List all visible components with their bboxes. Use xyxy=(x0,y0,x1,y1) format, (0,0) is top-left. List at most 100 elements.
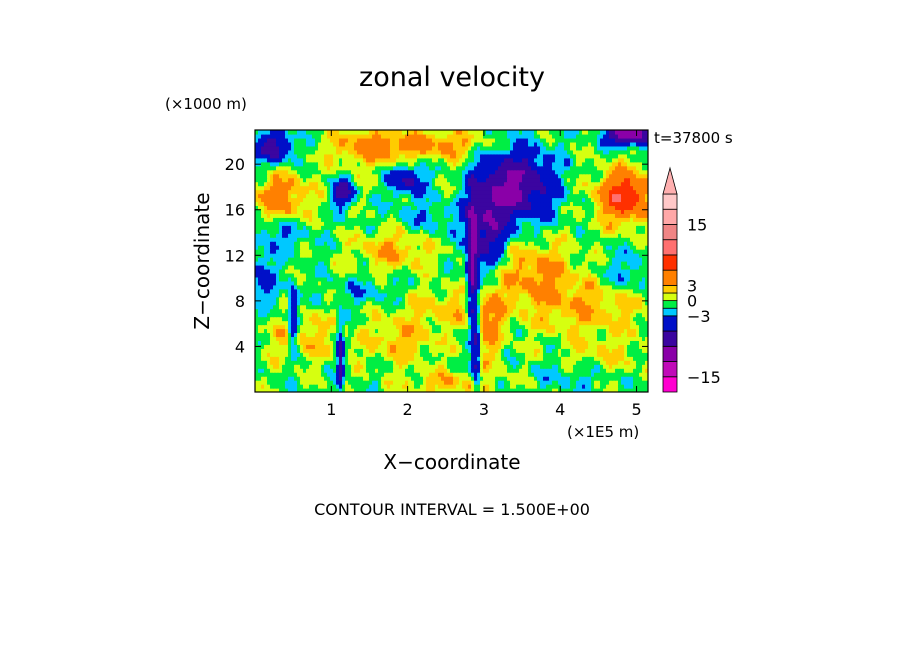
heatmap-cell xyxy=(474,348,478,353)
heatmap-cell xyxy=(471,257,475,262)
heatmap-cell xyxy=(585,241,589,246)
heatmap-cell xyxy=(582,336,586,341)
heatmap-cell xyxy=(309,304,313,310)
heatmap-cell xyxy=(486,249,490,254)
heatmap-cell xyxy=(591,368,595,373)
heatmap-cell xyxy=(399,328,403,334)
heatmap-cell xyxy=(522,376,526,381)
heatmap-cell xyxy=(483,304,487,310)
heatmap-cell xyxy=(378,332,382,338)
heatmap-cell xyxy=(357,360,361,365)
heatmap-cell xyxy=(582,348,586,353)
heatmap-cell xyxy=(606,388,610,392)
heatmap-cell xyxy=(618,332,622,338)
heatmap-cell xyxy=(561,261,565,266)
heatmap-cell xyxy=(585,344,589,349)
heatmap-cell xyxy=(597,272,601,278)
heatmap-cell xyxy=(621,264,625,270)
heatmap-cell xyxy=(471,348,475,353)
heatmap-cell xyxy=(360,376,364,381)
heatmap-cell xyxy=(348,257,352,262)
heatmap-cell xyxy=(279,320,283,326)
heatmap-cell xyxy=(630,264,634,270)
heatmap-cell xyxy=(504,249,508,254)
heatmap-cell xyxy=(507,348,511,353)
heatmap-cell xyxy=(309,268,313,274)
heatmap-cell xyxy=(261,237,265,242)
heatmap-cell xyxy=(489,308,493,314)
heatmap-cell xyxy=(540,241,544,246)
heatmap-cell xyxy=(528,268,532,274)
heatmap-cell xyxy=(321,364,325,369)
heatmap-cell xyxy=(261,376,265,381)
heatmap-cell xyxy=(633,364,637,369)
heatmap-cell xyxy=(507,344,511,349)
heatmap-cell xyxy=(549,312,553,318)
heatmap-cell xyxy=(561,356,565,361)
heatmap-cell xyxy=(438,292,442,298)
heatmap-cell xyxy=(450,316,454,322)
heatmap-cell xyxy=(351,257,355,262)
heatmap-cell xyxy=(420,276,424,282)
heatmap-cell xyxy=(519,360,523,365)
heatmap-cell xyxy=(297,344,301,349)
heatmap-cell xyxy=(555,304,559,310)
heatmap-cell xyxy=(387,364,391,369)
heatmap-cell xyxy=(501,328,505,334)
heatmap-cell xyxy=(375,257,379,262)
heatmap-cell xyxy=(342,312,346,318)
heatmap-cell xyxy=(312,348,316,353)
heatmap-cell xyxy=(336,249,340,254)
heatmap-cell xyxy=(396,372,400,377)
heatmap-cell xyxy=(360,348,364,353)
heatmap-cell xyxy=(525,340,529,345)
heatmap-cell xyxy=(570,336,574,341)
heatmap-cell xyxy=(597,296,601,302)
heatmap-cell xyxy=(645,336,648,341)
heatmap-cell xyxy=(435,245,439,250)
heatmap-cell xyxy=(468,308,472,314)
heatmap-cell xyxy=(357,261,361,266)
heatmap-cell xyxy=(513,276,517,282)
heatmap-cell xyxy=(495,320,499,326)
heatmap-cell xyxy=(519,292,523,298)
heatmap-cell xyxy=(402,241,406,246)
heatmap-cell xyxy=(357,380,361,385)
heatmap-cell xyxy=(306,276,310,282)
heatmap-cell xyxy=(396,348,400,353)
heatmap-cell xyxy=(432,320,436,326)
heatmap-cell xyxy=(405,280,409,286)
heatmap-cell xyxy=(363,368,367,373)
heatmap-cell xyxy=(315,268,319,274)
heatmap-cell xyxy=(405,352,409,357)
heatmap-cell xyxy=(333,268,337,274)
heatmap-cell xyxy=(399,356,403,361)
heatmap-cell xyxy=(432,324,436,330)
heatmap-cell xyxy=(318,272,322,278)
heatmap-cell xyxy=(318,264,322,270)
heatmap-cell xyxy=(582,356,586,361)
heatmap-cell xyxy=(606,284,610,290)
heatmap-cell xyxy=(297,264,301,270)
heatmap-cell xyxy=(303,292,307,298)
heatmap-cell xyxy=(297,261,301,266)
heatmap-cell xyxy=(450,324,454,330)
heatmap-cell xyxy=(291,368,295,373)
heatmap-cell xyxy=(282,288,286,294)
heatmap-cell xyxy=(387,284,391,290)
heatmap-cell xyxy=(351,280,355,286)
heatmap-cell xyxy=(330,376,334,381)
heatmap-cell xyxy=(507,380,511,385)
heatmap-cell xyxy=(279,284,283,290)
heatmap-cell xyxy=(447,336,451,341)
heatmap-cell xyxy=(468,332,472,338)
heatmap-cell xyxy=(471,316,475,322)
heatmap-cell xyxy=(594,316,598,322)
heatmap-cell xyxy=(582,300,586,306)
heatmap-cell xyxy=(519,304,523,310)
heatmap-cell xyxy=(513,257,517,262)
heatmap-cell xyxy=(366,336,370,341)
heatmap-cell xyxy=(399,288,403,294)
heatmap-cell xyxy=(396,268,400,274)
heatmap-cell xyxy=(285,356,289,361)
